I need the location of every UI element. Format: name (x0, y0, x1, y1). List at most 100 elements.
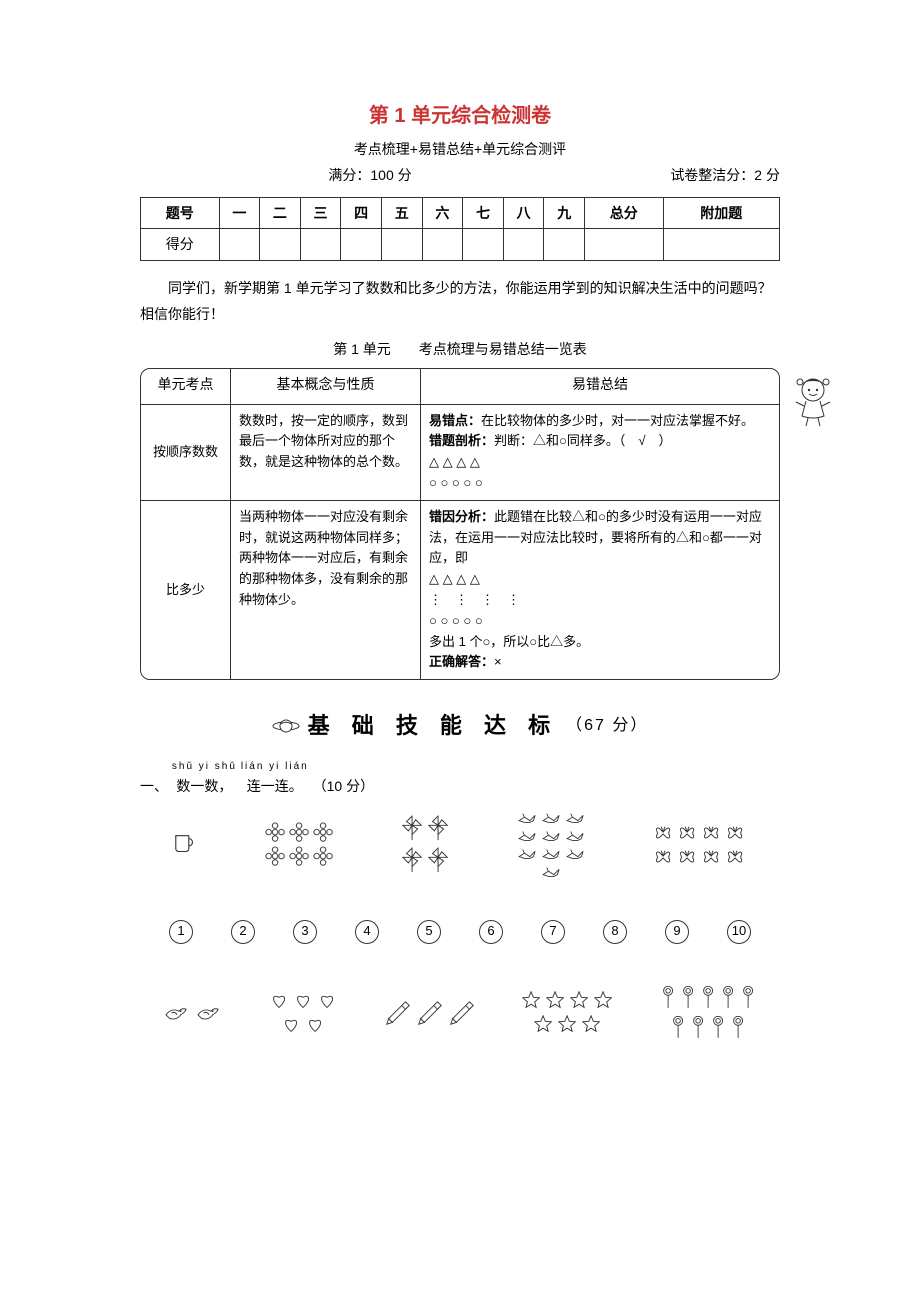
lollipop-icon (740, 984, 758, 1012)
crane-icon (541, 810, 563, 826)
score-table: 题号一二三四五六七八九总分附加题 得分 (140, 197, 780, 261)
lollipop-icon (720, 984, 738, 1012)
butterfly-icon (701, 846, 723, 868)
butterfly-icon (653, 822, 675, 844)
crane-icon (517, 846, 539, 862)
bird-icon (162, 1002, 192, 1024)
image-group-pencil (382, 998, 478, 1028)
butterfly-icon (701, 822, 723, 844)
flower-icon (313, 846, 335, 868)
score-cell (544, 229, 585, 260)
lollipop-icon (680, 984, 698, 1012)
number-row: 12345678910 (140, 920, 780, 944)
image-group-crane (516, 810, 588, 880)
score-cell (585, 229, 664, 260)
review-h3: 易错总结 (421, 369, 779, 404)
page-subtitle: 考点梳理+易错总结+单元综合测评 (140, 138, 780, 160)
pinwheel-icon (401, 846, 425, 876)
score-cell (300, 229, 341, 260)
score-cell (663, 229, 779, 260)
image-group-butterfly (652, 822, 748, 868)
number-2: 2 (231, 920, 255, 944)
image-group-pinwheel (400, 814, 452, 876)
top-image-row (140, 810, 780, 880)
flower-icon (289, 822, 311, 844)
full-score-label: 满分：100 分 (140, 164, 600, 186)
star-icon (545, 990, 567, 1012)
crane-icon (565, 810, 587, 826)
pencil-icon (447, 998, 477, 1028)
image-group-heart (268, 990, 340, 1036)
number-3: 3 (293, 920, 317, 944)
number-1: 1 (169, 920, 193, 944)
review-r2-point: 比多少 (141, 501, 231, 679)
tidy-score-label: 试卷整洁分：2 分 (600, 164, 780, 186)
section-banner: 基 础 技 能 达 标 （67 分） (140, 708, 780, 743)
star-icon (569, 990, 591, 1012)
review-caption: 第 1 单元 考点梳理与易错总结一览表 (140, 338, 780, 360)
score-cell (341, 229, 382, 260)
lollipop-icon (670, 1014, 688, 1042)
score-row-label: 得分 (141, 229, 220, 260)
score-info-row: 满分：100 分 试卷整洁分：2 分 (140, 164, 780, 186)
score-cell (260, 229, 301, 260)
bottom-image-row (140, 984, 780, 1042)
page-title: 第 1 单元综合检测卷 (140, 100, 780, 132)
heart-icon (305, 1014, 327, 1036)
score-header: 八 (503, 197, 544, 228)
crane-icon (517, 828, 539, 844)
butterfly-icon (677, 822, 699, 844)
star-icon (521, 990, 543, 1012)
butterfly-icon (725, 822, 747, 844)
number-7: 7 (541, 920, 565, 944)
score-header: 五 (381, 197, 422, 228)
pinwheel-icon (427, 814, 451, 844)
butterfly-icon (653, 846, 675, 868)
flower-icon (265, 822, 287, 844)
number-6: 6 (479, 920, 503, 944)
star-icon (557, 1014, 579, 1036)
score-cell (381, 229, 422, 260)
pencil-icon (383, 998, 413, 1028)
heart-icon (269, 990, 291, 1012)
crane-icon (541, 864, 563, 880)
image-group-flower (264, 822, 336, 868)
score-cell (463, 229, 504, 260)
review-r1-mistake: 易错点：在比较物体的多少时，对一一对应法掌握不好。 错题剖析：判断：△和○同样多… (421, 405, 779, 501)
score-header: 二 (260, 197, 301, 228)
flower-icon (265, 846, 287, 868)
pencil-icon (415, 998, 445, 1028)
heart-icon (281, 1014, 303, 1036)
cup-icon (173, 832, 199, 858)
review-table: 单元考点 基本概念与性质 易错总结 按顺序数数 数数时，按一定的顺序，数到最后一… (140, 368, 780, 680)
image-group-lollipop (659, 984, 759, 1042)
lollipop-icon (710, 1014, 728, 1042)
butterfly-icon (725, 846, 747, 868)
number-5: 5 (417, 920, 441, 944)
heart-icon (293, 990, 315, 1012)
girl-illustration (790, 372, 836, 428)
score-header: 一 (219, 197, 260, 228)
flower-icon (289, 846, 311, 868)
image-group-cup (172, 832, 200, 858)
score-header: 题号 (141, 197, 220, 228)
bird-icon (194, 1002, 224, 1024)
number-9: 9 (665, 920, 689, 944)
crane-icon (565, 846, 587, 862)
score-header: 四 (341, 197, 382, 228)
pinwheel-icon (401, 814, 425, 844)
score-header: 附加题 (663, 197, 779, 228)
planet-icon (272, 716, 300, 736)
crane-icon (541, 846, 563, 862)
review-r1-concept: 数数时，按一定的顺序，数到最后一个物体所对应的那个数，就是这种物体的总个数。 (231, 405, 421, 501)
q1-heading: 一、 shǔ yi shǔ数一数， lián yi lián连一连。 （10 分… (140, 759, 780, 797)
star-icon (581, 1014, 603, 1036)
lollipop-icon (730, 1014, 748, 1042)
crane-icon (541, 828, 563, 844)
image-group-star (520, 990, 616, 1036)
score-header: 总分 (585, 197, 664, 228)
intro-text: 同学们，新学期第 1 单元学习了数数和比多少的方法，你能运用学到的知识解决生活中… (140, 275, 780, 328)
crane-icon (565, 828, 587, 844)
butterfly-icon (677, 846, 699, 868)
lollipop-icon (700, 984, 718, 1012)
